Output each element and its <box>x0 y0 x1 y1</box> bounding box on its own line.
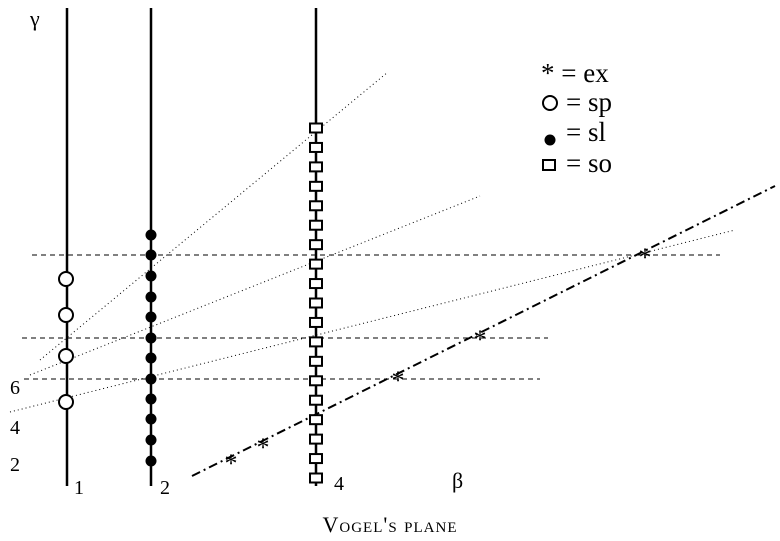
sl-marker <box>145 291 157 303</box>
sp-marker <box>58 394 74 410</box>
sp-marker <box>58 271 74 287</box>
dash-dot-line <box>191 185 776 477</box>
legend-sp: = sp <box>566 87 612 117</box>
so-marker <box>309 278 323 290</box>
so-marker <box>309 355 323 367</box>
sl-marker <box>145 413 157 425</box>
legend: * = ex = sp = sl = so <box>541 58 612 178</box>
beta-tick-label: 1 <box>74 477 84 499</box>
so-marker <box>309 122 323 134</box>
so-markers <box>309 122 323 484</box>
legend-sl-symbol <box>544 134 556 146</box>
beta-axis-label: β <box>452 468 463 493</box>
so-marker <box>309 394 323 406</box>
ex-marker: * <box>225 449 238 478</box>
so-marker <box>309 239 323 251</box>
sl-marker <box>145 229 157 241</box>
sp-marker <box>58 348 74 364</box>
ex-marker: * <box>257 433 270 462</box>
so-marker <box>309 141 323 153</box>
legend-ex: * = ex <box>541 58 609 88</box>
beta-tick-label: 2 <box>160 477 170 499</box>
so-marker <box>309 472 323 484</box>
so-marker <box>309 297 323 309</box>
so-marker <box>309 200 323 212</box>
dotted-lines <box>9 71 736 413</box>
sl-marker <box>145 352 157 364</box>
ex-marker: * <box>474 325 487 354</box>
sp-marker <box>58 307 74 323</box>
so-marker <box>309 258 323 270</box>
so-marker <box>309 336 323 348</box>
gamma-tick-label: 4 <box>10 417 20 439</box>
so-marker <box>309 316 323 328</box>
sl-marker <box>145 434 157 446</box>
gamma-tick-label: 6 <box>10 377 20 399</box>
legend-so-symbol <box>542 159 556 171</box>
sl-marker <box>145 393 157 405</box>
dashed-lines <box>22 254 720 380</box>
so-marker <box>309 219 323 231</box>
sp-markers <box>58 271 74 410</box>
sl-markers <box>145 229 157 467</box>
ex-marker: * <box>392 366 405 395</box>
so-marker <box>309 180 323 192</box>
sl-marker <box>145 332 157 344</box>
so-marker <box>309 453 323 465</box>
caption: Vogel's plane <box>322 512 457 537</box>
sl-marker <box>145 249 157 261</box>
gamma-axis-label: γ <box>29 6 40 31</box>
so-marker <box>309 433 323 445</box>
so-marker <box>309 161 323 173</box>
so-marker <box>309 414 323 426</box>
sl-marker <box>145 373 157 385</box>
legend-sl: = sl <box>566 117 606 147</box>
dotted-line-steep <box>39 71 389 361</box>
so-marker <box>309 375 323 387</box>
gamma-tick-label: 2 <box>10 454 20 476</box>
vertical-lines <box>65 8 318 486</box>
legend-sp-symbol <box>542 95 558 111</box>
sl-marker <box>145 311 157 323</box>
ex-markers: * * * * * <box>225 243 652 478</box>
beta-tick-label: 4 <box>334 473 344 495</box>
dotted-line-shallow <box>9 229 736 413</box>
sl-marker <box>145 270 157 282</box>
sl-marker <box>145 455 157 467</box>
legend-so: = so <box>566 148 612 178</box>
ex-marker: * <box>639 243 652 272</box>
dotted-line-medium <box>29 195 481 376</box>
